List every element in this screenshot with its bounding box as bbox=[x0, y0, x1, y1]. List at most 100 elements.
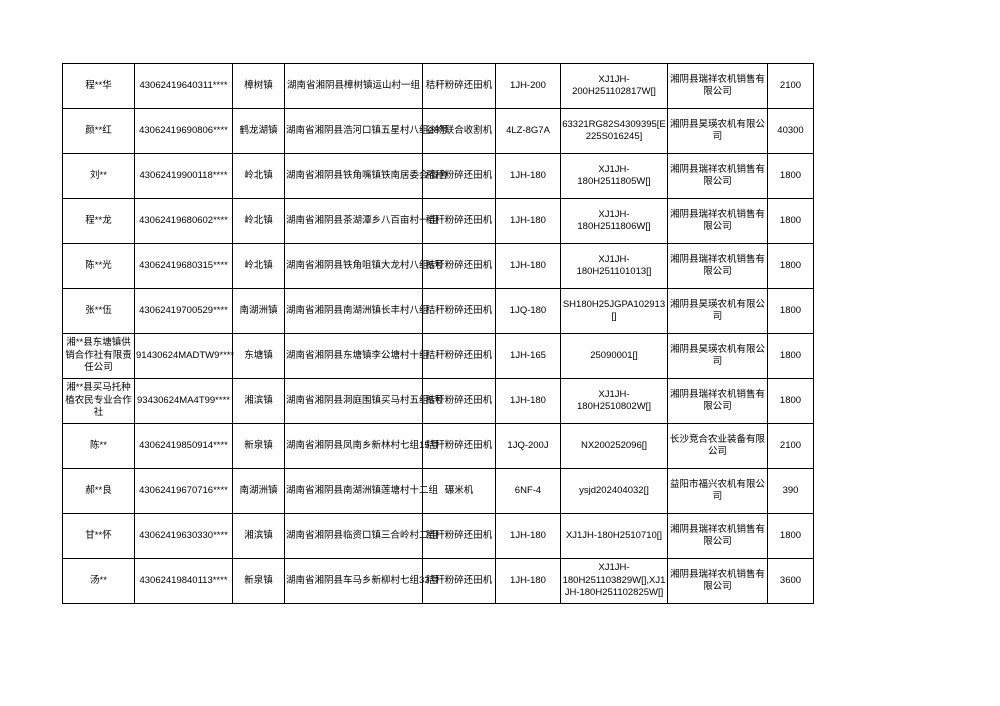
cell-serial-number: 63321RG82S4309395[E225S016245] bbox=[560, 108, 668, 154]
table-row: 陈**光 43062419680315**** 岭北镇 湖南省湘阴县铁角咀镇大龙… bbox=[62, 243, 814, 289]
cell-applicant-name: 陈** bbox=[62, 423, 135, 469]
cell-dealer: 益阳市福兴农机有限公司 bbox=[667, 468, 768, 514]
cell-serial-number: XJ1JH-180H2511806W[] bbox=[560, 198, 668, 244]
cell-town: 岭北镇 bbox=[232, 198, 285, 244]
cell-model: 4LZ-8G7A bbox=[495, 108, 561, 154]
cell-serial-number: SH180H25JGPA102913[] bbox=[560, 288, 668, 334]
cell-dealer: 湘阴县瑞祥农机销售有限公司 bbox=[667, 198, 768, 244]
cell-applicant-name: 张**伍 bbox=[62, 288, 135, 334]
cell-town: 鹤龙湖镇 bbox=[232, 108, 285, 154]
table-row: 湘**县买马托种植农民专业合作社 93430624MA4T99**** 湘滨镇 … bbox=[62, 378, 814, 424]
table-row: 郝**良 43062419670716**** 南湖洲镇 湖南省湘阴县南湖洲镇莲… bbox=[62, 468, 814, 514]
cell-subsidy-amount: 1800 bbox=[767, 333, 814, 379]
cell-dealer: 湘阴县瑞祥农机销售有限公司 bbox=[667, 63, 768, 109]
cell-address: 湖南省湘阴县茶湖潭乡八百亩村一组 bbox=[284, 198, 438, 244]
cell-serial-number: 25090001[] bbox=[560, 333, 668, 379]
cell-dealer: 湘阴县昊瑛农机有限公司 bbox=[667, 108, 768, 154]
table-row: 颜**红 43062419690806**** 鹤龙湖镇 湖南省湘阴县浩河口镇五… bbox=[62, 108, 814, 154]
cell-id-number: 93430624MA4T99**** bbox=[134, 378, 233, 424]
cell-model: 1JH-180 bbox=[495, 198, 561, 244]
cell-machine-type: 秸秆粉碎还田机 bbox=[422, 333, 496, 379]
cell-dealer: 长沙竞合农业装备有限公司 bbox=[667, 423, 768, 469]
cell-id-number: 43062419840113**** bbox=[134, 558, 233, 604]
cell-model: 6NF-4 bbox=[495, 468, 561, 514]
cell-machine-type: 谷物联合收割机 bbox=[422, 108, 496, 154]
cell-serial-number: XJ1JH-180H251101013[] bbox=[560, 243, 668, 289]
cell-model: 1JH-180 bbox=[495, 243, 561, 289]
cell-town: 岭北镇 bbox=[232, 153, 285, 199]
cell-model: 1JH-165 bbox=[495, 333, 561, 379]
table-row: 甘**怀 43062419630330**** 湘滨镇 湖南省湘阴县临资口镇三合… bbox=[62, 513, 814, 559]
cell-applicant-name: 湘**县东塘镇供销合作社有限责任公司 bbox=[62, 333, 135, 379]
cell-dealer: 湘阴县瑞祥农机销售有限公司 bbox=[667, 513, 768, 559]
cell-model: 1JQ-200J bbox=[495, 423, 561, 469]
cell-id-number: 43062419700529**** bbox=[134, 288, 233, 334]
cell-subsidy-amount: 390 bbox=[767, 468, 814, 514]
cell-serial-number: XJ1JH-180H2510710[] bbox=[560, 513, 668, 559]
cell-town: 南湖洲镇 bbox=[232, 468, 285, 514]
cell-machine-type: 秸秆粉碎还田机 bbox=[422, 63, 496, 109]
cell-dealer: 湘阴县瑞祥农机销售有限公司 bbox=[667, 153, 768, 199]
cell-town: 南湖洲镇 bbox=[232, 288, 285, 334]
cell-subsidy-amount: 1800 bbox=[767, 153, 814, 199]
cell-town: 新泉镇 bbox=[232, 423, 285, 469]
cell-town: 樟树镇 bbox=[232, 63, 285, 109]
table-row: 汤** 43062419840113**** 新泉镇 湖南省湘阴县车马乡新柳村七… bbox=[62, 558, 814, 604]
cell-serial-number: ysjd202404032[] bbox=[560, 468, 668, 514]
cell-serial-number: NX200252096[] bbox=[560, 423, 668, 469]
cell-address: 湖南省湘阴县临资口镇三合岭村二组 bbox=[284, 513, 438, 559]
cell-serial-number: XJ1JH-180H2511805W[] bbox=[560, 153, 668, 199]
cell-applicant-name: 颜**红 bbox=[62, 108, 135, 154]
cell-model: 1JH-180 bbox=[495, 558, 561, 604]
cell-subsidy-amount: 1800 bbox=[767, 198, 814, 244]
cell-address: 湖南省湘阴县铁角嘴镇铁南居委会宿舍 bbox=[284, 153, 448, 199]
cell-applicant-name: 刘** bbox=[62, 153, 135, 199]
cell-id-number: 43062419850914**** bbox=[134, 423, 233, 469]
cell-town: 湘滨镇 bbox=[232, 513, 285, 559]
cell-id-number: 43062419670716**** bbox=[134, 468, 233, 514]
cell-subsidy-amount: 1800 bbox=[767, 243, 814, 289]
cell-serial-number: XJ1JH-200H251102817W[] bbox=[560, 63, 668, 109]
cell-address: 湖南省湘阴县铁角咀镇大龙村八组5号 bbox=[284, 243, 443, 289]
table-row: 陈** 43062419850914**** 新泉镇 湖南省湘阴县凤南乡新林村七… bbox=[62, 423, 814, 469]
cell-dealer: 湘阴县昊瑛农机有限公司 bbox=[667, 333, 768, 379]
cell-dealer: 湘阴县瑞祥农机销售有限公司 bbox=[667, 243, 768, 289]
cell-id-number: 43062419680315**** bbox=[134, 243, 233, 289]
cell-machine-type: 碾米机 bbox=[422, 468, 496, 514]
cell-town: 湘滨镇 bbox=[232, 378, 285, 424]
cell-address: 湖南省湘阴县浩河口镇五星村八组28号 bbox=[284, 108, 449, 154]
cell-serial-number: XJ1JH-180H251103829W[],XJ1JH-180H2511028… bbox=[560, 558, 668, 604]
cell-address: 湖南省湘阴县樟树镇运山村一组 bbox=[284, 63, 423, 109]
cell-subsidy-amount: 40300 bbox=[767, 108, 814, 154]
cell-dealer: 湘阴县瑞祥农机销售有限公司 bbox=[667, 558, 768, 604]
cell-machine-type: 秸秆粉碎还田机 bbox=[422, 243, 496, 289]
cell-dealer: 湘阴县瑞祥农机销售有限公司 bbox=[667, 378, 768, 424]
cell-subsidy-amount: 1800 bbox=[767, 513, 814, 559]
cell-machine-type: 秸秆粉碎还田机 bbox=[422, 288, 496, 334]
cell-applicant-name: 郝**良 bbox=[62, 468, 135, 514]
cell-applicant-name: 湘**县买马托种植农民专业合作社 bbox=[62, 378, 135, 424]
cell-id-number: 43062419690806**** bbox=[134, 108, 233, 154]
cell-subsidy-amount: 2100 bbox=[767, 423, 814, 469]
cell-model: 1JH-180 bbox=[495, 378, 561, 424]
cell-subsidy-amount: 3600 bbox=[767, 558, 814, 604]
cell-address: 湖南省湘阴县南湖洲镇莲塘村十二组 bbox=[284, 468, 438, 514]
cell-address: 湖南省湘阴县东塘镇李公塘村十组 bbox=[284, 333, 429, 379]
cell-machine-type: 秸秆粉碎还田机 bbox=[422, 378, 496, 424]
cell-address: 湖南省湘阴县南湖洲镇长丰村八组 bbox=[284, 288, 429, 334]
cell-model: 1JQ-180 bbox=[495, 288, 561, 334]
cell-id-number: 43062419680602**** bbox=[134, 198, 233, 244]
cell-town: 新泉镇 bbox=[232, 558, 285, 604]
subsidy-table: 程**华 43062419640311**** 樟树镇 湖南省湘阴县樟树镇运山村… bbox=[62, 63, 814, 604]
cell-id-number: 43062419630330**** bbox=[134, 513, 233, 559]
table-row: 湘**县东塘镇供销合作社有限责任公司 91430624MADTW9**** 东塘… bbox=[62, 333, 814, 379]
cell-address: 湖南省湘阴县车马乡新柳村七组33号 bbox=[284, 558, 439, 604]
table-row: 程**龙 43062419680602**** 岭北镇 湖南省湘阴县茶湖潭乡八百… bbox=[62, 198, 814, 244]
cell-machine-type: 秸秆粉碎还田机 bbox=[422, 198, 496, 244]
cell-subsidy-amount: 1800 bbox=[767, 288, 814, 334]
cell-model: 1JH-180 bbox=[495, 513, 561, 559]
cell-machine-type: 秸秆粉碎还田机 bbox=[422, 558, 496, 604]
table-row: 张**伍 43062419700529**** 南湖洲镇 湖南省湘阴县南湖洲镇长… bbox=[62, 288, 814, 334]
cell-machine-type: 秸秆粉碎还田机 bbox=[422, 153, 496, 199]
cell-dealer: 湘阴县昊瑛农机有限公司 bbox=[667, 288, 768, 334]
